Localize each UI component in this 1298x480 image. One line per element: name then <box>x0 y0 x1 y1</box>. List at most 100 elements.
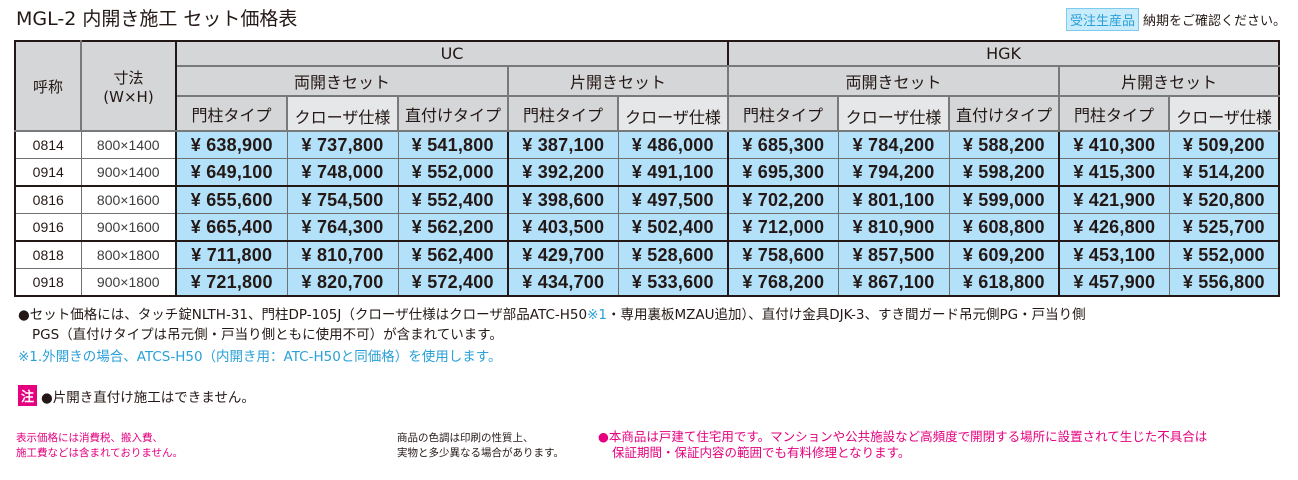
order-note: 受注生産品 納期をご確認ください。 <box>1065 8 1286 31</box>
price-cell: ¥ 457,900 <box>1058 268 1170 297</box>
uc-single-post-header: 門柱タイプ <box>507 95 619 132</box>
price-cell: ¥ 509,200 <box>1168 130 1281 159</box>
price-cell: ¥ 702,200 <box>727 185 839 214</box>
price-cell: ¥ 609,200 <box>948 240 1060 269</box>
color-disclaimer: 商品の色調は印刷の性質上、 実物と多少異なる場合があります。 <box>397 431 564 461</box>
usage-disclaimer-line-1: ●本商品は戸建て住宅用です。マンションや公共施設など高頻度で開閉する場所に設置さ… <box>598 429 1208 444</box>
price-cell: ¥ 737,800 <box>286 130 399 159</box>
price-cell: ¥ 665,400 <box>175 213 288 242</box>
hgk-single-set-header: 片開きセット <box>1058 65 1281 97</box>
hgk-double-set-header: 両開きセット <box>727 65 1061 97</box>
hgk-single-post-header: 門柱タイプ <box>1058 95 1171 132</box>
price-cell: ¥ 491,100 <box>617 158 729 187</box>
price-table: 呼称 寸法 (W×H) UC HGK 両開きセット 片開きセット 両開きセット … <box>14 40 1281 297</box>
table-row: 0918 900×1800 ¥ 721,800 ¥ 820,700 ¥ 572,400 ¥… <box>14 268 1281 297</box>
price-cell: ¥ 541,800 <box>397 130 509 159</box>
price-cell: ¥ 453,100 <box>1058 240 1170 269</box>
price-cell: ¥ 410,300 <box>1058 130 1170 159</box>
usage-disclaimer-line-2: 保証期間・保証内容の範囲でも有料修理となります。 <box>612 445 911 460</box>
row-code: 0916 <box>14 213 82 242</box>
price-cell: ¥ 588,200 <box>948 130 1060 159</box>
hgk-double-closer-header: クローザ仕様 <box>837 95 951 132</box>
price-cell: ¥ 867,100 <box>837 268 950 297</box>
closer-label: クローザ仕様 <box>845 108 942 127</box>
row-code: 0918 <box>14 268 82 297</box>
color-disclaimer-line-1: 商品の色調は印刷の性質上、 <box>397 432 534 444</box>
price-cell: ¥ 810,700 <box>286 240 399 269</box>
table-row: 0814 800×1400 ¥ 638,900 ¥ 737,800 ¥ 541,800 ¥… <box>14 130 1281 159</box>
col-header-size: 寸法 (W×H) <box>80 40 177 132</box>
hgk-double-post-header: 門柱タイプ <box>727 95 840 132</box>
note-ref-1: ※1 <box>587 307 607 323</box>
tax-disclaimer-line-2: 施工費などは含まれておりません。 <box>16 447 184 459</box>
tax-disclaimer: 表示価格には消費税、搬入費、 施工費などは含まれておりません。 <box>16 431 183 461</box>
note-line-1: ●セット価格には、タッチ錠NLTH-31、門柱DP-105J（クローザ仕様はクロ… <box>18 305 1288 325</box>
price-cell: ¥ 572,400 <box>397 268 509 297</box>
price-cell: ¥ 711,800 <box>175 240 288 269</box>
note-line-2: PGS（直付けタイプは吊元側・戸当り側ともに使用不可）が含まれています。 <box>32 327 503 343</box>
price-cell: ¥ 421,900 <box>1058 185 1170 214</box>
table-row: 0916 900×1600 ¥ 665,400 ¥ 764,300 ¥ 562,200 ¥… <box>14 213 1281 242</box>
price-cell: ¥ 764,300 <box>286 213 399 242</box>
row-code: 0818 <box>14 240 82 269</box>
table-row: 0816 800×1600 ¥ 655,600 ¥ 754,500 ¥ 552,400 ¥… <box>14 185 1281 214</box>
price-cell: ¥ 398,600 <box>507 185 619 214</box>
price-cell: ¥ 599,000 <box>948 185 1060 214</box>
price-cell: ¥ 748,000 <box>286 158 399 187</box>
note-line-1-b: ・専用裏板MZAU追加）、直付け金具DJK-3、すき間ガード吊元側PG・戸当り側 <box>606 307 1086 323</box>
row-size: 900×1400 <box>80 158 177 187</box>
series-header-hgk: HGK <box>727 40 1281 67</box>
note-line-1-a: ●セット価格には、タッチ錠NLTH-31、門柱DP-105J（クローザ仕様はクロ… <box>18 307 588 323</box>
closer-label: クローザ仕様 <box>294 108 391 127</box>
price-cell: ¥ 429,700 <box>507 240 619 269</box>
price-cell: ¥ 552,000 <box>1168 240 1281 269</box>
col-header-size-unit: (W×H) <box>103 87 154 106</box>
table-row: 0818 800×1800 ¥ 711,800 ¥ 810,700 ¥ 562,400 ¥… <box>14 240 1281 269</box>
notes: ●セット価格には、タッチ錠NLTH-31、門柱DP-105J（クローザ仕様はクロ… <box>18 305 1288 367</box>
hgk-double-direct-header: 直付けタイプ <box>948 95 1061 132</box>
price-cell: ¥ 598,200 <box>948 158 1060 187</box>
color-disclaimer-line-2: 実物と多少異なる場合があります。 <box>397 447 564 459</box>
price-cell: ¥ 502,400 <box>617 213 729 242</box>
hgk-single-closer-header: クローザ仕様 <box>1168 95 1281 132</box>
uc-single-set-header: 片開きセット <box>506 65 730 97</box>
row-size: 800×1800 <box>80 240 177 269</box>
col-header-name: 呼称 <box>14 40 82 132</box>
row-code: 0816 <box>14 185 82 214</box>
price-cell: ¥ 562,400 <box>397 240 509 269</box>
price-cell: ¥ 638,900 <box>175 130 288 159</box>
uc-double-post-header: 門柱タイプ <box>175 95 288 132</box>
row-size: 900×1600 <box>80 213 177 242</box>
row-size: 800×1600 <box>80 185 177 214</box>
price-cell: ¥ 528,600 <box>617 240 729 269</box>
usage-disclaimer: ●本商品は戸建て住宅用です。マンションや公共施設など高頻度で開閉する場所に設置さ… <box>598 429 1207 461</box>
price-cell: ¥ 520,800 <box>1168 185 1281 214</box>
closer-label: クローザ仕様 <box>625 108 721 127</box>
price-cell: ¥ 556,800 <box>1168 268 1281 297</box>
price-cell: ¥ 552,400 <box>397 185 509 214</box>
price-cell: ¥ 415,300 <box>1058 158 1170 187</box>
tax-disclaimer-line-1: 表示価格には消費税、搬入費、 <box>16 432 163 444</box>
footnote-1: ※1.外開きの場合、ATCS-H50（内開き用：ATC-H50と同価格）を使用し… <box>18 349 502 365</box>
made-to-order-badge: 受注生産品 <box>1065 8 1139 31</box>
uc-double-set-header: 両開きセット <box>175 65 509 97</box>
caution-icon: 注 <box>18 385 38 406</box>
row-code: 0914 <box>14 158 82 187</box>
price-cell: ¥ 403,500 <box>507 213 619 242</box>
price-table-body: 0814 800×1400 ¥ 638,900 ¥ 737,800 ¥ 541,800 ¥… <box>14 130 1281 297</box>
uc-double-closer-header: クローザ仕様 <box>286 95 399 132</box>
price-cell: ¥ 387,100 <box>507 130 619 159</box>
price-cell: ¥ 712,000 <box>727 213 839 242</box>
price-cell: ¥ 392,200 <box>507 158 619 187</box>
price-cell: ¥ 794,200 <box>837 158 950 187</box>
col-header-size-label: 寸法 <box>113 68 144 87</box>
row-size: 800×1400 <box>80 130 177 159</box>
row-code: 0814 <box>14 130 82 159</box>
price-cell: ¥ 754,500 <box>286 185 399 214</box>
price-cell: ¥ 434,700 <box>507 268 619 297</box>
price-cell: ¥ 857,500 <box>837 240 950 269</box>
price-cell: ¥ 497,500 <box>617 185 729 214</box>
price-cell: ¥ 426,800 <box>1058 213 1170 242</box>
price-cell: ¥ 533,600 <box>617 268 729 297</box>
price-cell: ¥ 655,600 <box>175 185 288 214</box>
